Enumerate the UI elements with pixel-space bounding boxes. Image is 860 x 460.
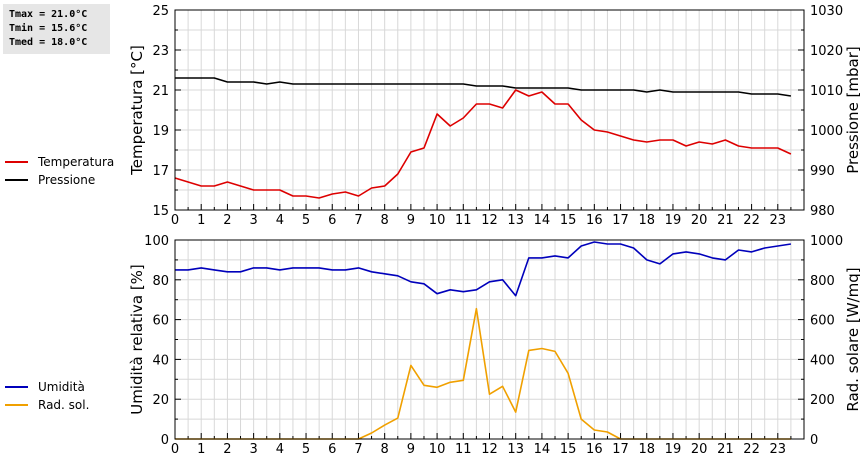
x-tick-label: 16: [586, 442, 603, 457]
x-tick-label: 18: [638, 213, 655, 228]
y2-tick-label: 1020: [810, 44, 843, 59]
series-line-umidit: [175, 241, 792, 297]
series-line-pressione: [175, 77, 792, 97]
y-tick-label: 40: [152, 353, 169, 368]
x-tick-label: 10: [429, 213, 446, 228]
y2-axis-label: Rad. solare [W/mq]: [844, 267, 860, 411]
y2-tick-label: 1000: [810, 234, 843, 249]
x-tick-label: 13: [507, 213, 524, 228]
x-tick-label: 12: [481, 442, 498, 457]
x-tick-label: 17: [612, 213, 629, 228]
y-tick-label: 21: [152, 84, 169, 99]
x-tick-label: 1: [197, 213, 205, 228]
x-tick-label: 12: [481, 213, 498, 228]
legend-label: Temperatura: [37, 155, 114, 169]
y-tick-label: 17: [152, 164, 169, 179]
y2-tick-label: 1030: [810, 4, 843, 19]
y-axis-label: Umidità relativa [%]: [128, 264, 146, 415]
x-tick-label: 7: [354, 213, 362, 228]
y2-tick-label: 0: [810, 433, 818, 448]
y2-axis-label: Pressione [mbar]: [844, 46, 860, 174]
y-tick-label: 20: [152, 393, 169, 408]
y-tick-label: 100: [144, 234, 169, 249]
y2-tick-label: 800: [810, 274, 835, 289]
tmax-label: Tmax = 21.0°C: [9, 9, 88, 20]
x-tick-label: 19: [665, 213, 682, 228]
x-tick-label: 11: [455, 442, 472, 457]
x-tick-label: 23: [770, 442, 787, 457]
x-tick-label: 3: [249, 442, 257, 457]
y2-tick-label: 980: [810, 204, 835, 219]
y2-tick-label: 990: [810, 164, 835, 179]
x-tick-label: 9: [407, 213, 415, 228]
y-tick-label: 60: [152, 314, 169, 329]
chart-panel-2: 0 1 2 3 4 5 6 7 8 9 10 11 12 13 14 15 16 17 18 19 20 21 22 2302…: [5, 234, 860, 457]
tmin-label: Tmin = 15.6°C: [9, 23, 88, 34]
x-tick-label: 8: [381, 442, 389, 457]
y-tick-label: 15: [152, 204, 169, 219]
x-tick-label: 0: [171, 213, 179, 228]
tmed-label: Tmed = 18.0°C: [9, 37, 88, 48]
chart-panel-1: 0 1 2 3 4 5 6 7 8 9 10 11 12 13 14 15 16 17 18 19 20 21 22 2315…: [5, 4, 860, 228]
x-tick-label: 10: [429, 442, 446, 457]
x-tick-label: 6: [328, 213, 336, 228]
y2-tick-label: 200: [810, 393, 835, 408]
x-tick-label: 14: [534, 442, 551, 457]
y-tick-label: 80: [152, 274, 169, 289]
x-tick-label: 5: [302, 213, 310, 228]
x-tick-label: 15: [560, 213, 577, 228]
x-tick-label: 4: [276, 213, 284, 228]
y-tick-label: 19: [152, 124, 169, 139]
x-tick-label: 20: [691, 442, 708, 457]
x-tick-label: 2: [223, 442, 231, 457]
x-tick-label: 6: [328, 442, 336, 457]
legend-label: Pressione: [38, 173, 95, 187]
x-tick-label: 14: [534, 213, 551, 228]
series-line-temperatura: [174, 89, 792, 199]
x-tick-label: 5: [302, 442, 310, 457]
y-tick-label: 25: [152, 4, 169, 19]
x-tick-label: 7: [354, 442, 362, 457]
x-tick-label: 18: [638, 442, 655, 457]
x-tick-label: 19: [665, 442, 682, 457]
x-tick-label: 0: [171, 442, 179, 457]
y-tick-label: 0: [161, 433, 169, 448]
plot-frame: [174, 9, 805, 211]
x-tick-label: 9: [407, 442, 415, 457]
x-tick-label: 21: [717, 213, 734, 228]
y-axis-label: Temperatura [°C]: [128, 45, 146, 176]
y-tick-label: 23: [152, 44, 169, 59]
legend-label: Rad. sol.: [38, 398, 89, 412]
x-tick-label: 8: [381, 213, 389, 228]
y2-tick-label: 1000: [810, 124, 843, 139]
plot-frame: [174, 239, 805, 440]
x-tick-label: 16: [586, 213, 603, 228]
x-tick-label: 2: [223, 213, 231, 228]
x-tick-label: 1: [197, 442, 205, 457]
x-tick-label: 20: [691, 213, 708, 228]
stats-box: Tmax = 21.0°C Tmin = 15.6°C Tmed = 18.0°…: [3, 4, 110, 54]
y2-tick-label: 1010: [810, 84, 843, 99]
x-tick-label: 23: [770, 213, 787, 228]
x-tick-label: 22: [743, 213, 760, 228]
x-tick-label: 11: [455, 213, 472, 228]
y2-tick-label: 600: [810, 314, 835, 329]
x-tick-label: 22: [743, 442, 760, 457]
x-tick-label: 21: [717, 442, 734, 457]
x-tick-label: 15: [560, 442, 577, 457]
x-tick-label: 13: [507, 442, 524, 457]
legend-label: Umidità: [38, 380, 85, 394]
x-tick-label: 4: [276, 442, 284, 457]
y2-tick-label: 400: [810, 353, 835, 368]
x-tick-label: 3: [249, 213, 257, 228]
x-tick-label: 17: [612, 442, 629, 457]
